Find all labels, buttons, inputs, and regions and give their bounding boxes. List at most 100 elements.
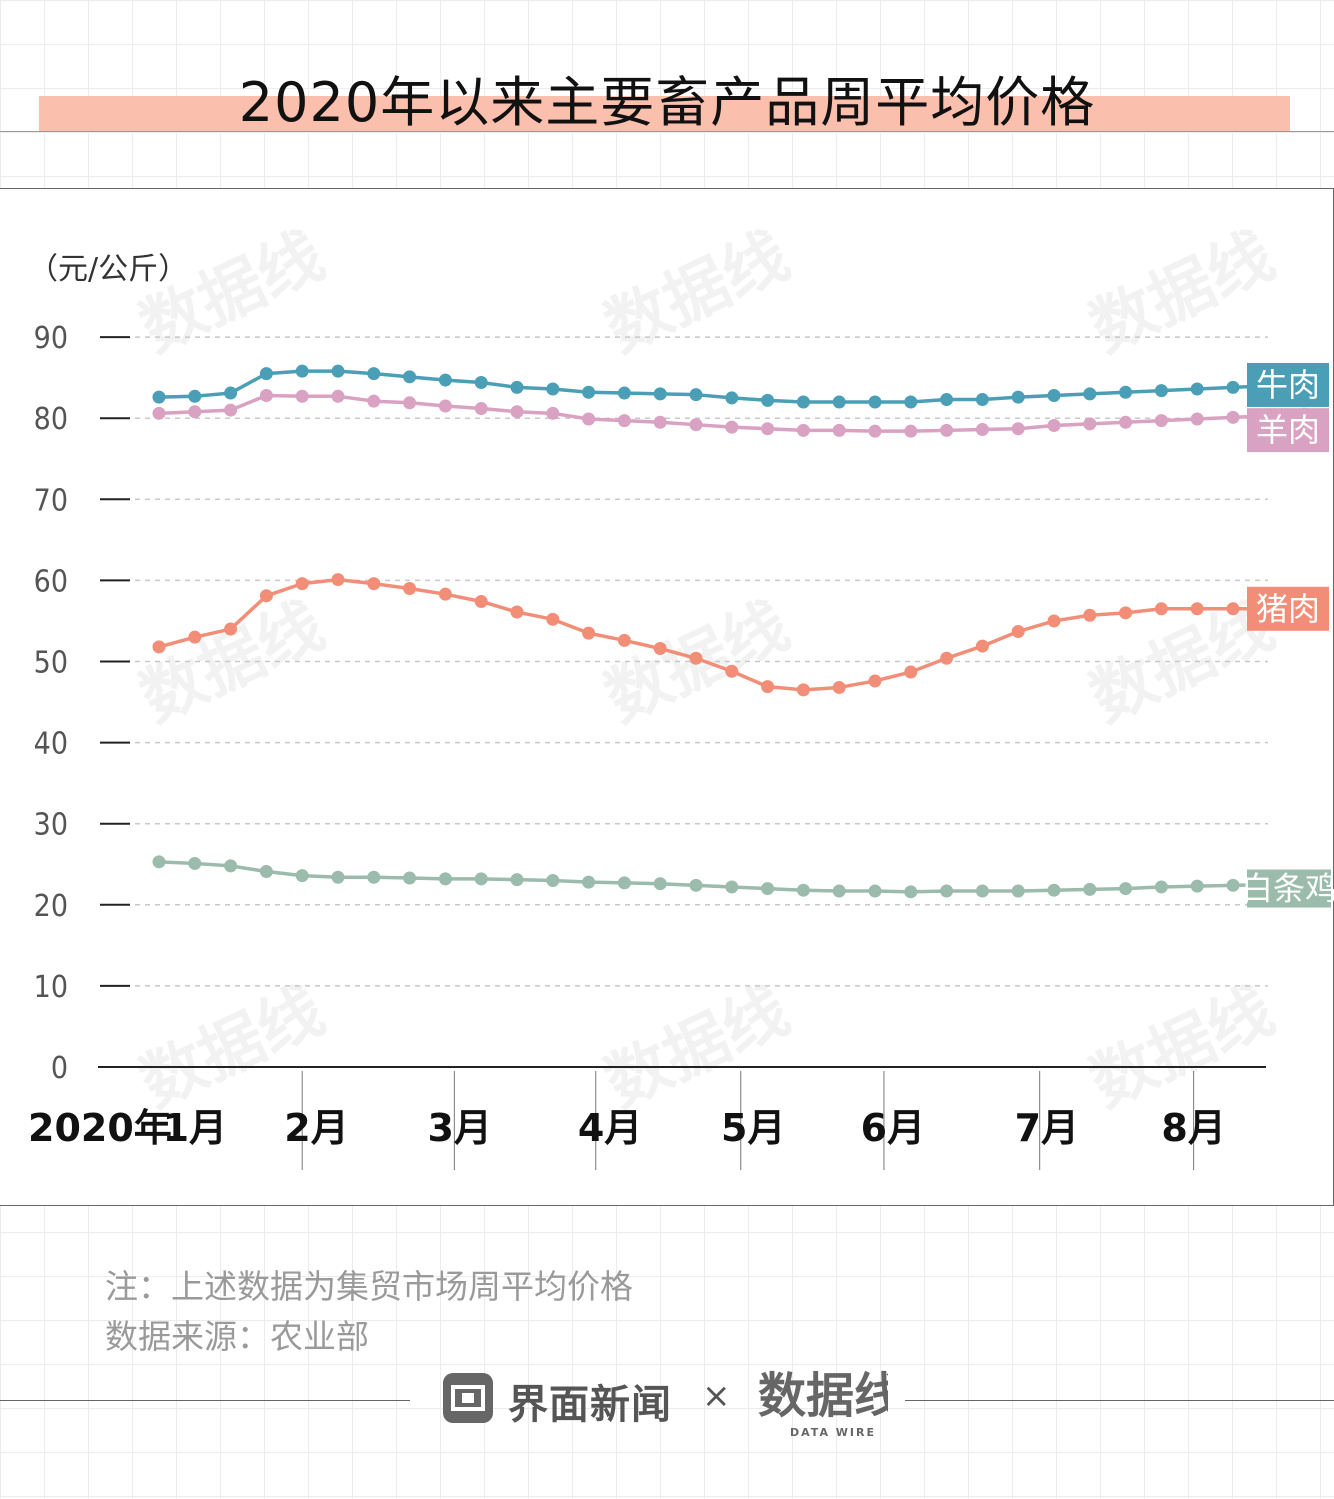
data-point bbox=[224, 403, 238, 417]
data-point bbox=[653, 642, 667, 656]
data-point bbox=[1119, 415, 1133, 429]
data-point bbox=[331, 573, 345, 587]
data-point bbox=[510, 405, 524, 419]
data-point bbox=[725, 391, 739, 405]
data-point bbox=[761, 882, 775, 896]
data-point bbox=[653, 415, 667, 429]
title-rule bbox=[0, 131, 1334, 132]
data-point bbox=[689, 878, 703, 892]
data-point bbox=[653, 877, 667, 891]
data-point bbox=[295, 577, 309, 591]
data-point bbox=[1190, 382, 1204, 396]
data-point bbox=[403, 370, 417, 384]
series-label: 羊肉 bbox=[1256, 411, 1320, 449]
y-axis: 0 10 20 30 40 50 60 70 80 90 bbox=[34, 321, 130, 1086]
x-month-label: 2月 bbox=[284, 1106, 348, 1150]
x-month-label: 4月 bbox=[578, 1106, 642, 1150]
y-tick-label: 0 bbox=[51, 1051, 68, 1086]
data-point bbox=[188, 405, 202, 419]
data-point bbox=[546, 406, 560, 420]
data-point bbox=[761, 393, 775, 407]
grid-lines bbox=[135, 336, 1268, 987]
data-point bbox=[259, 589, 273, 603]
data-point bbox=[975, 884, 989, 898]
data-point bbox=[510, 380, 524, 394]
datawire-logo: 数据线 DATA WIRE bbox=[758, 1368, 888, 1439]
data-point bbox=[1083, 882, 1097, 896]
data-point bbox=[1047, 883, 1061, 897]
data-point bbox=[1047, 614, 1061, 628]
x-month-label: 6月 bbox=[861, 1106, 925, 1150]
series-label: 猪肉 bbox=[1256, 590, 1320, 628]
data-point bbox=[188, 389, 202, 403]
x-month-label: 1月 bbox=[163, 1106, 227, 1150]
data-point bbox=[259, 865, 273, 879]
data-point bbox=[904, 885, 918, 899]
data-point bbox=[1011, 884, 1025, 898]
data-point bbox=[832, 395, 846, 409]
data-point bbox=[331, 389, 345, 403]
data-point bbox=[510, 605, 524, 619]
data-point bbox=[1119, 606, 1133, 620]
data-point bbox=[975, 393, 989, 407]
series-label: 白条鸡 bbox=[1241, 870, 1334, 908]
data-point bbox=[617, 633, 631, 647]
data-point bbox=[653, 387, 667, 401]
x-month-label: 5月 bbox=[721, 1106, 785, 1150]
data-point bbox=[474, 872, 488, 886]
data-point bbox=[1119, 385, 1133, 399]
data-point bbox=[689, 651, 703, 665]
data-point bbox=[940, 884, 954, 898]
y-tick-label: 80 bbox=[34, 402, 68, 437]
footer-rule-right bbox=[905, 1400, 1334, 1401]
series-group bbox=[152, 364, 1312, 899]
data-point bbox=[761, 680, 775, 694]
data-point bbox=[832, 884, 846, 898]
data-point bbox=[796, 423, 810, 437]
data-point bbox=[546, 873, 560, 887]
data-point bbox=[868, 674, 882, 688]
data-point bbox=[689, 388, 703, 402]
data-point bbox=[474, 376, 488, 390]
data-point bbox=[725, 420, 739, 434]
y-tick-label: 20 bbox=[34, 889, 68, 924]
data-point bbox=[832, 680, 846, 694]
y-tick-label: 10 bbox=[34, 970, 68, 1005]
data-point bbox=[940, 423, 954, 437]
data-point bbox=[868, 424, 882, 438]
data-point bbox=[259, 388, 273, 402]
data-point bbox=[1190, 412, 1204, 426]
series-label-box bbox=[1247, 869, 1331, 908]
series-label-box bbox=[1247, 408, 1329, 453]
data-source: 数据来源：农业部 bbox=[105, 1317, 369, 1356]
x-month-label: 7月 bbox=[1015, 1106, 1079, 1150]
data-point bbox=[617, 414, 631, 428]
data-point bbox=[689, 418, 703, 432]
data-point bbox=[1083, 417, 1097, 431]
brand-name: 界面新闻 bbox=[508, 1382, 672, 1428]
data-point bbox=[367, 870, 381, 884]
data-point bbox=[975, 639, 989, 653]
y-tick-label: 40 bbox=[34, 727, 68, 762]
watermark-text: 数据线 bbox=[1080, 974, 1285, 1122]
data-point bbox=[904, 665, 918, 679]
y-axis-unit-label: （元/公斤） bbox=[28, 252, 188, 287]
x-month-label: 3月 bbox=[427, 1106, 491, 1150]
data-point bbox=[582, 385, 596, 399]
data-point bbox=[1190, 602, 1204, 616]
data-point bbox=[582, 626, 596, 640]
data-point bbox=[1154, 384, 1168, 398]
chart-note: 注：上述数据为集贸市场周平均价格 bbox=[105, 1267, 633, 1306]
data-point bbox=[188, 856, 202, 870]
data-point bbox=[1047, 418, 1061, 432]
data-point bbox=[617, 876, 631, 890]
y-tick-label: 30 bbox=[34, 808, 68, 843]
jiemian-logo-icon bbox=[443, 1373, 493, 1423]
data-point bbox=[725, 880, 739, 894]
data-point bbox=[438, 373, 452, 387]
data-point bbox=[152, 855, 166, 869]
data-point bbox=[188, 630, 202, 644]
data-point bbox=[940, 393, 954, 407]
